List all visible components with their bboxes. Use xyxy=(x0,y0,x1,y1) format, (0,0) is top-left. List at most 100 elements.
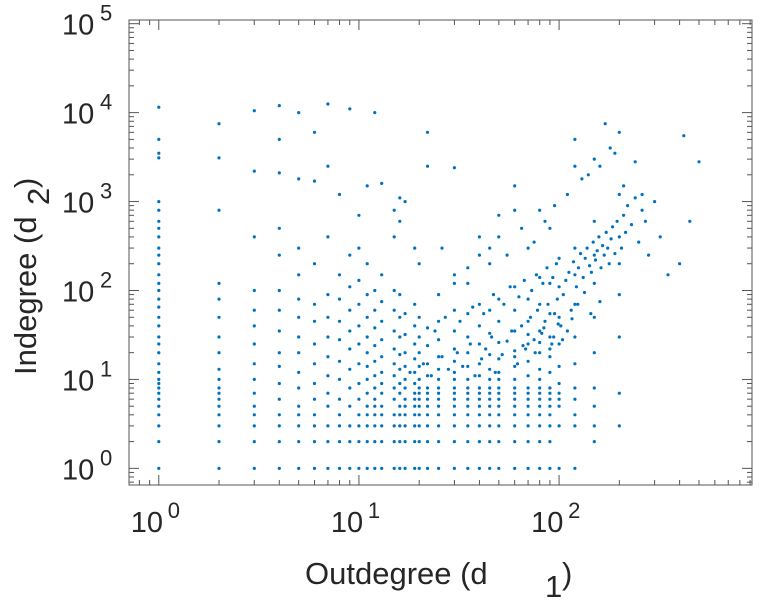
data-point xyxy=(380,440,384,444)
data-point xyxy=(598,300,602,304)
data-point xyxy=(413,370,417,374)
data-point xyxy=(348,347,352,351)
data-point xyxy=(491,293,496,297)
data-point xyxy=(425,413,430,417)
data-point xyxy=(157,370,161,374)
x-tick-labels: 10 0 10 1 10 2 xyxy=(131,498,581,539)
data-point xyxy=(546,302,550,306)
data-point xyxy=(373,111,377,115)
data-point xyxy=(157,253,161,257)
data-point xyxy=(252,362,256,366)
data-point xyxy=(373,404,377,408)
data-point xyxy=(326,391,330,395)
data-point xyxy=(157,208,161,212)
data-point xyxy=(484,347,488,351)
data-point xyxy=(357,362,361,366)
data-point xyxy=(392,386,396,390)
data-point xyxy=(488,413,492,417)
data-point xyxy=(452,391,456,395)
data-point xyxy=(513,355,517,359)
data-point xyxy=(452,397,456,401)
data-point xyxy=(425,344,430,348)
data-point xyxy=(413,391,417,395)
data-point xyxy=(413,381,417,386)
data-point xyxy=(217,315,221,319)
data-point xyxy=(565,329,570,333)
data-point xyxy=(551,275,555,280)
data-point xyxy=(217,391,221,395)
data-point xyxy=(425,404,430,408)
data-point xyxy=(520,226,524,230)
data-point xyxy=(477,404,481,408)
data-point xyxy=(312,440,317,444)
data-point xyxy=(437,377,441,381)
data-point xyxy=(532,338,536,342)
y-tick-label-base: 10 xyxy=(62,276,94,308)
data-point xyxy=(398,293,402,297)
data-point xyxy=(326,440,330,444)
data-point xyxy=(217,424,221,428)
data-point xyxy=(513,377,517,381)
data-point xyxy=(277,397,281,401)
data-point xyxy=(437,386,441,390)
data-point xyxy=(365,377,369,381)
data-point xyxy=(633,196,637,200)
data-point xyxy=(413,342,417,346)
data-point xyxy=(373,424,377,428)
data-point xyxy=(403,397,407,401)
data-point xyxy=(392,308,396,312)
data-point xyxy=(573,424,577,428)
data-point xyxy=(592,440,596,444)
data-point xyxy=(357,413,361,417)
data-point xyxy=(526,297,530,301)
data-point xyxy=(348,107,352,111)
data-point xyxy=(413,424,417,428)
data-point xyxy=(392,235,396,239)
data-point xyxy=(640,208,644,212)
data-point xyxy=(326,355,330,359)
data-point xyxy=(437,319,441,323)
data-point xyxy=(417,391,421,395)
x-tick-label-base: 10 xyxy=(131,507,163,539)
data-point xyxy=(557,315,561,319)
data-point xyxy=(217,297,221,301)
data-point xyxy=(580,177,584,181)
data-point xyxy=(413,302,417,306)
data-point xyxy=(497,466,501,470)
data-point xyxy=(312,397,317,401)
data-point xyxy=(477,386,481,390)
data-point xyxy=(398,404,402,408)
data-point xyxy=(497,404,501,408)
data-point xyxy=(559,324,563,328)
data-point xyxy=(466,404,470,408)
y-axis-label-text: Indegree (d xyxy=(8,216,43,375)
data-point xyxy=(373,386,377,390)
data-point xyxy=(365,351,369,355)
data-point xyxy=(591,240,595,244)
data-point xyxy=(678,262,682,266)
y-tick-label-exponent: 3 xyxy=(100,179,112,204)
data-point xyxy=(157,105,161,109)
data-point xyxy=(357,278,361,282)
data-point xyxy=(513,208,517,212)
data-point xyxy=(357,324,361,328)
data-point xyxy=(297,424,301,428)
data-point xyxy=(413,246,417,250)
data-point xyxy=(452,281,456,285)
x-axis-label: Outdegree (d 1 ) xyxy=(305,556,572,604)
data-point xyxy=(297,335,301,339)
data-point xyxy=(403,413,407,417)
data-point xyxy=(157,335,161,339)
data-point xyxy=(488,262,492,266)
axes-box xyxy=(128,19,753,486)
data-point xyxy=(497,297,501,301)
x-tick-label-base: 10 xyxy=(331,507,363,539)
y-tick-label-exponent: 4 xyxy=(100,90,112,115)
data-point xyxy=(583,256,587,260)
data-point xyxy=(538,404,542,408)
data-point xyxy=(556,322,560,326)
data-point xyxy=(417,404,421,408)
data-point xyxy=(429,374,433,378)
data-point xyxy=(157,342,161,346)
data-point xyxy=(573,164,577,168)
